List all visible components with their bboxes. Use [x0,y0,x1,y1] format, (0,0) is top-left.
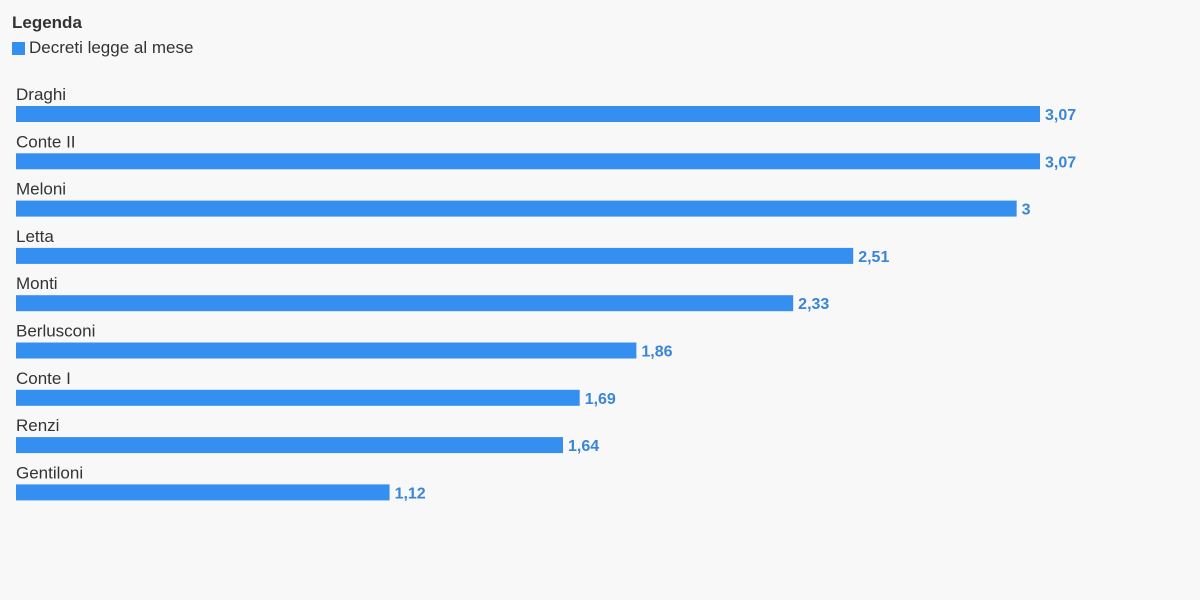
category-label: Berlusconi [16,322,95,341]
value-label: 1,69 [585,391,616,408]
value-label: 1,86 [641,344,672,361]
value-label: 1,64 [568,438,599,455]
legend-item: Decreti legge al mese [12,37,193,59]
category-label: Conte I [16,369,71,388]
bar [16,153,1040,170]
bar [16,295,794,312]
category-label: Renzi [16,416,59,435]
bar [16,247,854,264]
value-label: 1,12 [395,485,426,502]
value-label: 3,07 [1045,107,1076,124]
category-label: Gentiloni [16,463,83,482]
bar [16,342,637,359]
value-label: 2,33 [798,296,829,313]
value-label: 3 [1022,202,1031,219]
legend-item-label: Decreti legge al mese [29,38,194,57]
category-label: Letta [16,227,54,246]
legend: Legenda Decreti legge al mese [12,12,193,59]
value-label: 2,51 [858,249,889,266]
bar [16,437,564,454]
category-label: Monti [16,274,58,293]
bar [16,389,580,406]
bar [16,200,1017,217]
category-label: Meloni [16,180,66,199]
bar [16,106,1040,122]
category-label: Draghi [16,85,66,104]
legend-swatch [12,41,25,55]
legend-title: Legenda [12,13,82,32]
value-label: 3,07 [1045,154,1076,171]
category-label: Conte II [16,132,76,151]
bar [16,484,390,501]
